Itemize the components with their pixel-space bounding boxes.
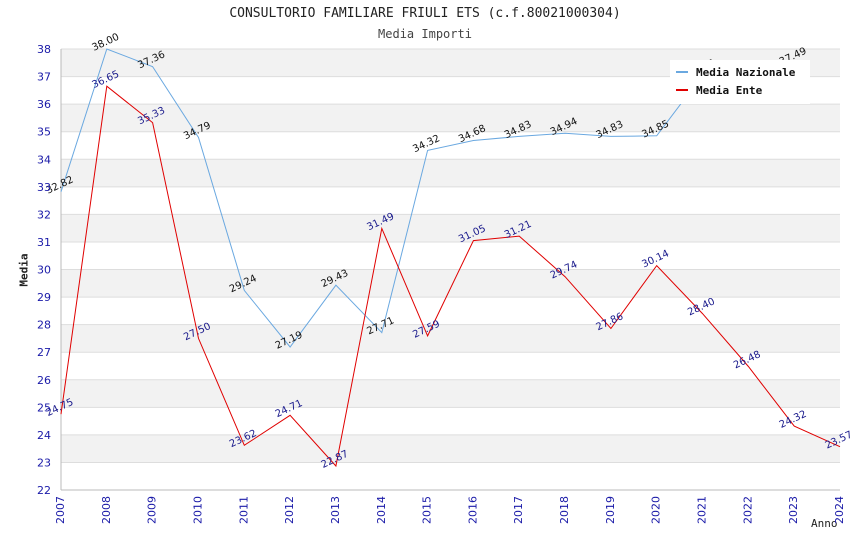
y-tick-label: 35 (37, 126, 51, 139)
grid-band (61, 324, 840, 353)
x-tick-label: 2019 (604, 496, 617, 524)
tick-labels: 22 23 24 25 26 27 28 29 30 31 32 33 34 35 36 37 38 2007 20… (37, 43, 846, 524)
x-tick-label: 2022 (741, 496, 754, 524)
y-tick-label: 37 (37, 71, 51, 84)
x-tick-label: 2011 (237, 496, 250, 524)
data-label: 28.40 (686, 296, 717, 318)
y-tick-label: 25 (37, 401, 51, 414)
x-tick-label: 2016 (466, 496, 479, 524)
y-tick-label: 23 (37, 456, 51, 469)
series-line-media-ente (60, 85, 841, 468)
x-tick-label: 2021 (696, 496, 709, 524)
legend: Media Nazionale Media Ente (670, 60, 810, 104)
series-line-media-nazionale (60, 48, 795, 348)
axes (60, 49, 840, 491)
x-axis-label: Anno (811, 517, 838, 530)
y-tick-label: 34 (37, 153, 51, 166)
x-tick-label: 2008 (100, 496, 113, 524)
grid-bands (61, 48, 840, 491)
y-tick-label: 26 (37, 374, 51, 387)
y-tick-label: 29 (37, 291, 51, 304)
legend-item-media-ente: Media Ente (676, 82, 762, 98)
chart-subtitle: Media Importi (378, 27, 472, 41)
series-lines (60, 48, 841, 468)
y-tick-label: 22 (37, 484, 51, 497)
chart-title: CONSULTORIO FAMILIARE FRIULI ETS (c.f.80… (229, 6, 621, 21)
x-tick-label: 2017 (512, 496, 525, 524)
legend-label: Media Ente (696, 83, 763, 97)
x-tick-label: 2020 (650, 496, 663, 524)
x-tick-label: 2007 (54, 496, 67, 524)
legend-label: Media Nazionale (696, 65, 796, 79)
grid-band (61, 434, 840, 463)
x-tick-label: 2010 (191, 496, 204, 524)
y-tick-label: 31 (37, 236, 51, 249)
grid-band (61, 159, 840, 187)
legend-swatch-nazionale (676, 71, 688, 73)
y-tick-label: 27 (37, 346, 51, 359)
legend-item-media-nazionale: Media Nazionale (676, 64, 795, 80)
x-tick-label: 2024 (833, 496, 846, 524)
x-tick-label: 2023 (787, 496, 800, 524)
data-label: 24.32 (778, 409, 809, 431)
x-tick-label: 2012 (283, 496, 296, 524)
x-tick-label: 2018 (558, 496, 571, 524)
grid-band (61, 379, 840, 408)
x-tick-label: 2013 (329, 496, 342, 524)
y-tick-label: 38 (37, 43, 51, 56)
grid-band (61, 269, 840, 298)
y-tick-label: 30 (37, 264, 51, 277)
y-tick-label: 33 (37, 181, 51, 194)
legend-swatch-ente (676, 89, 688, 91)
y-tick-label: 36 (37, 98, 51, 111)
data-label: 34.32 (411, 133, 442, 155)
grid-band (61, 104, 840, 132)
x-tick-label: 2015 (421, 496, 434, 524)
grid-band (61, 214, 840, 242)
y-tick-label: 24 (37, 429, 51, 442)
y-tick-label: 28 (37, 319, 51, 332)
x-tick-label: 2009 (146, 496, 159, 524)
x-tick-label: 2014 (375, 496, 388, 524)
y-tick-label: 32 (37, 208, 51, 221)
